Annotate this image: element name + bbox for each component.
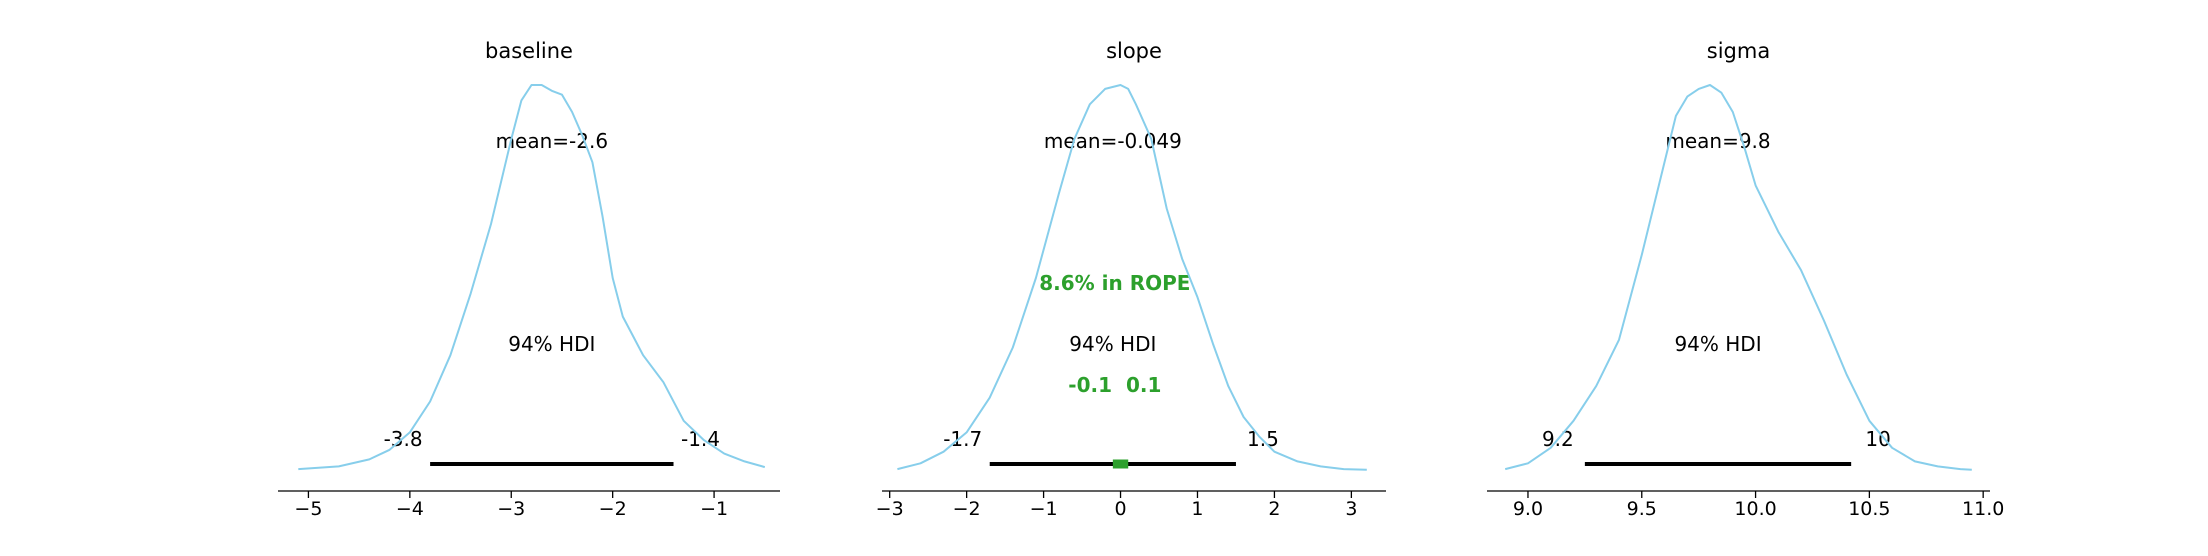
density-curve <box>298 84 766 471</box>
density-curve <box>897 84 1367 471</box>
x-tick-label: −2 <box>953 498 981 520</box>
density-curve <box>1504 84 1972 471</box>
panel-title: slope <box>1106 39 1162 63</box>
x-tick-label: 10.0 <box>1734 498 1776 520</box>
x-tick-label: 11.0 <box>1962 498 2004 520</box>
x-tick-label: 0 <box>1114 498 1126 520</box>
panel-baseline: baseline mean=-2.6 94% HDI -3.8 -1.4 −5−… <box>278 39 780 520</box>
hdi-label: 94% HDI <box>508 332 595 356</box>
x-tick-label: −3 <box>497 498 525 520</box>
x-tick-label: 3 <box>1345 498 1357 520</box>
x-tick-label: 10.5 <box>1848 498 1890 520</box>
x-tick-label: −1 <box>700 498 728 520</box>
rope-percent-label: 8.6% in ROPE <box>1039 271 1190 295</box>
panel-slope: slope mean=-0.049 94% HDI -1.7 1.5 8.6% … <box>876 39 1386 520</box>
panel-title: sigma <box>1707 39 1770 63</box>
panel-title: baseline <box>485 39 573 63</box>
x-tick-label: 9.0 <box>1513 498 1543 520</box>
x-tick-label: −3 <box>876 498 904 520</box>
x-tick-label: 2 <box>1268 498 1280 520</box>
hdi-label: 94% HDI <box>1674 332 1761 356</box>
x-tick-label: −2 <box>599 498 627 520</box>
hdi-label: 94% HDI <box>1069 332 1156 356</box>
x-tick-label: −4 <box>396 498 424 520</box>
panel-sigma: sigma mean=9.8 94% HDI 9.2 10 9.0 9.5 10.0… <box>1487 39 2004 520</box>
x-tick-label: 1 <box>1191 498 1203 520</box>
mean-label: mean=-0.049 <box>1044 129 1182 153</box>
x-tick-label: −1 <box>1030 498 1058 520</box>
mean-label: mean=9.8 <box>1665 129 1770 153</box>
x-tick-label: 9.5 <box>1627 498 1657 520</box>
mean-label: mean=-2.6 <box>496 129 609 153</box>
x-tick-label: −5 <box>294 498 322 520</box>
rope-bounds-label: -0.1 0.1 <box>1068 373 1161 397</box>
